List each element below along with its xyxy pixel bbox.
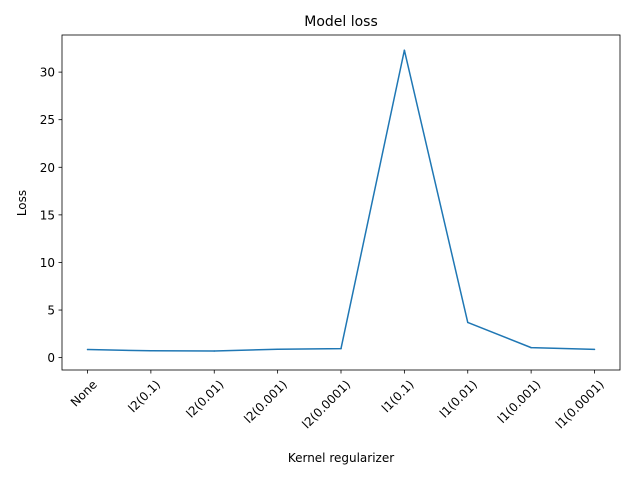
data-point: [340, 347, 342, 350]
y-tick-label: 15: [40, 208, 55, 222]
y-tick-label: 30: [40, 66, 55, 80]
data-point: [530, 346, 532, 349]
data-point: [403, 49, 406, 51]
y-axis-label: Loss: [15, 190, 29, 216]
data-point: [276, 348, 279, 351]
y-tick-label: 20: [40, 161, 55, 175]
y-tick-label: 0: [47, 351, 55, 365]
data-point: [86, 348, 89, 351]
y-tick-label: 5: [47, 304, 55, 318]
y-tick-label: 25: [40, 113, 55, 127]
data-point: [593, 348, 596, 351]
x-axis-label: Kernel regularizer: [288, 451, 394, 465]
data-point: [150, 350, 152, 352]
y-axis: 0 5 10 15 20 25 30: [40, 66, 62, 365]
series-points: [86, 49, 596, 352]
data-point: [467, 321, 469, 324]
chart-title: Model loss: [304, 14, 378, 30]
y-tick-label: 10: [40, 256, 55, 270]
data-point: [213, 350, 215, 352]
